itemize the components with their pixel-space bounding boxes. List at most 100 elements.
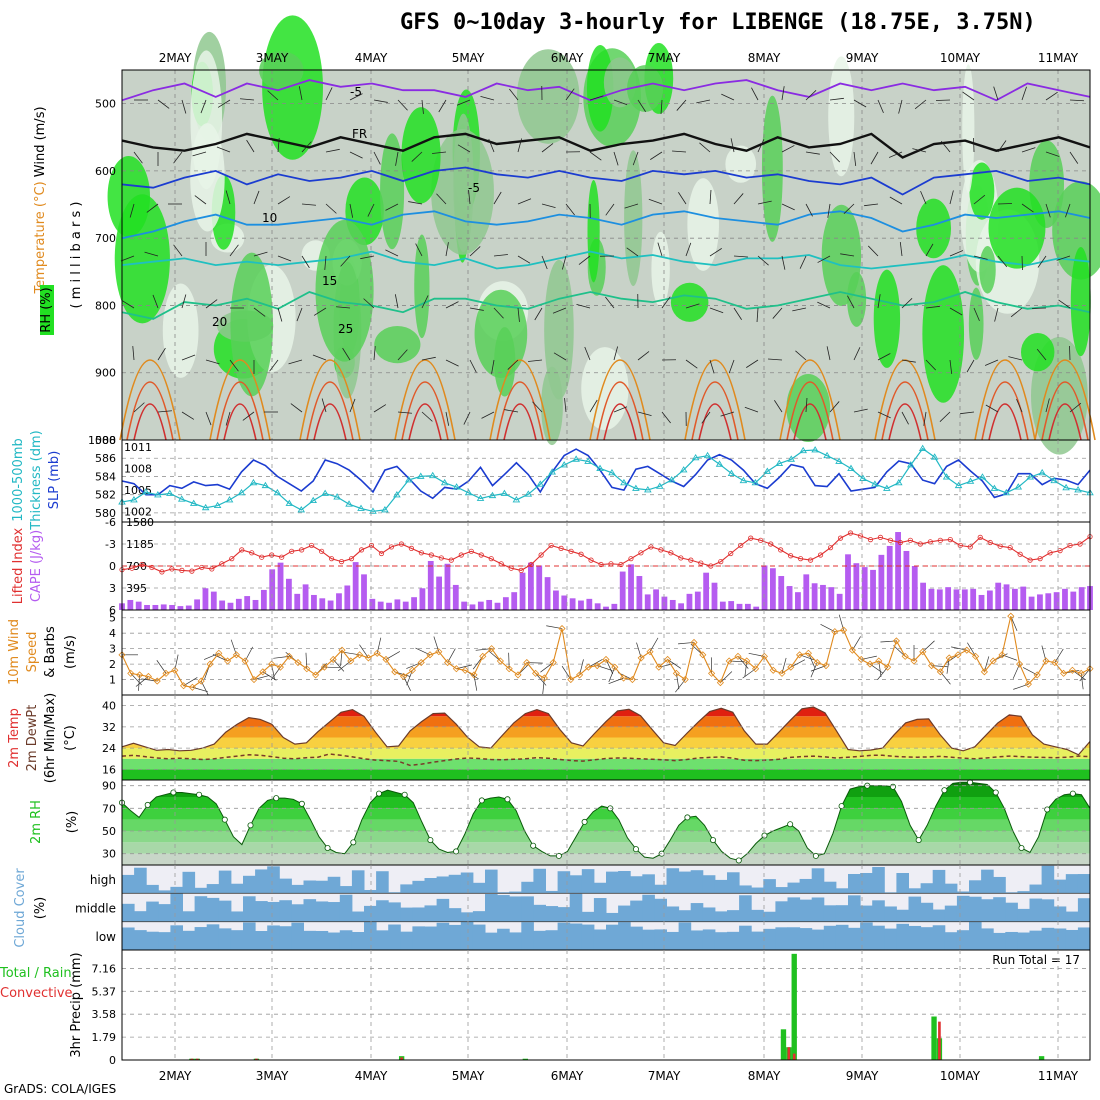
cloud-cell xyxy=(448,908,462,922)
wind-barb xyxy=(949,250,964,257)
li-marker xyxy=(937,537,943,543)
wind10m-barb xyxy=(790,659,806,668)
cape-bar xyxy=(511,592,518,610)
cape-bar xyxy=(569,598,576,610)
wind10m-marker xyxy=(285,652,293,660)
wind-barb xyxy=(584,346,591,361)
cloud-cell xyxy=(872,867,885,894)
rh-marker xyxy=(915,837,922,844)
cloud-cell xyxy=(932,869,946,894)
dewpt-line xyxy=(121,753,1091,767)
rh-patch xyxy=(873,269,901,368)
cloud-cell xyxy=(569,893,583,922)
slp-marker xyxy=(644,486,652,493)
rh-marker xyxy=(401,791,408,798)
upper-y-tick: 800 xyxy=(95,299,116,312)
wind10m-marker xyxy=(356,651,364,659)
li-marker xyxy=(817,552,824,558)
rh-patch xyxy=(916,198,952,259)
cape-bar xyxy=(770,568,776,610)
cloud-cell xyxy=(1017,932,1030,950)
wind-barb xyxy=(637,411,652,417)
cloud-cell xyxy=(206,924,220,950)
wind10m-barb xyxy=(675,679,686,693)
rh-patch xyxy=(1052,181,1100,280)
wind-barb xyxy=(157,410,172,413)
wind10m-marker xyxy=(760,652,768,660)
cloud-cell xyxy=(1077,927,1091,950)
cape-bar xyxy=(661,596,668,610)
wind-barb xyxy=(349,151,363,159)
wind-barb xyxy=(853,151,857,166)
cape-label: CAPE (J/kg) xyxy=(29,530,44,602)
li-marker xyxy=(738,542,744,549)
rh-patch xyxy=(922,265,965,403)
wind-barb xyxy=(565,203,575,216)
wind-barb xyxy=(421,411,433,422)
slp-marker xyxy=(297,506,306,513)
wind-barb xyxy=(877,411,891,419)
wind10m-marker xyxy=(400,672,408,681)
cloud-cell xyxy=(642,874,655,894)
cloud-cell xyxy=(811,897,825,922)
cloud-cell xyxy=(545,890,559,894)
wind-barb xyxy=(517,307,520,322)
wind10m-barb xyxy=(852,636,861,651)
rh-marker xyxy=(812,852,819,859)
wind-barb xyxy=(421,295,429,309)
wind10m-marker xyxy=(646,648,654,656)
wind-barb xyxy=(994,307,999,322)
cape-bar xyxy=(961,589,968,610)
cloud-cell xyxy=(545,906,559,922)
wind-barb xyxy=(626,247,639,257)
warm-contour xyxy=(888,403,922,441)
wind-barb xyxy=(589,399,598,413)
rh-marker xyxy=(941,787,948,794)
cloud-cell xyxy=(279,926,292,950)
cloud-cell xyxy=(557,907,571,922)
day-label-top: 4MAY xyxy=(355,51,388,65)
slp-marker xyxy=(859,474,867,481)
precip-bar xyxy=(931,1016,937,1060)
cloud-cell xyxy=(739,925,752,950)
wind-barb xyxy=(805,398,808,413)
li-marker xyxy=(1047,550,1053,556)
wind-barb xyxy=(528,359,543,362)
wind-barb xyxy=(133,402,145,413)
wind10m-marker xyxy=(329,655,337,664)
wind-barb xyxy=(805,151,820,155)
cape-bar xyxy=(694,591,701,610)
temp-band xyxy=(122,707,1090,717)
day-label-top: 2MAY xyxy=(159,51,192,65)
wind-barb xyxy=(1069,151,1079,164)
wind-barb xyxy=(394,294,399,309)
wind10m-barb xyxy=(944,654,959,665)
li-marker xyxy=(338,558,345,565)
warm-contour xyxy=(691,381,739,441)
wind-barb xyxy=(853,99,867,108)
rh-patch xyxy=(624,150,643,287)
wind-barb xyxy=(493,191,502,205)
rh-patch xyxy=(587,179,600,283)
wind10m-marker xyxy=(461,666,469,674)
wind-barb xyxy=(445,242,449,257)
cloud-cell xyxy=(1017,908,1030,922)
cape-bar xyxy=(494,602,501,610)
precip-bar xyxy=(1038,1056,1045,1060)
slp-marker xyxy=(787,455,796,462)
li-marker xyxy=(279,554,285,560)
rh-marker xyxy=(889,783,896,790)
slp-marker xyxy=(620,478,628,486)
cape-bar xyxy=(561,595,568,610)
li-marker xyxy=(578,551,584,557)
rh-band xyxy=(122,831,1090,843)
slp-marker xyxy=(918,444,927,452)
day-label-bottom: 3MAY xyxy=(256,1069,289,1083)
cape-tick: 1185 xyxy=(126,538,154,551)
li-marker xyxy=(508,565,514,571)
wind-barb xyxy=(267,90,279,101)
rh-patch xyxy=(979,246,996,294)
li-marker xyxy=(887,537,894,543)
cloud-cell xyxy=(230,930,244,950)
wind10m-barb xyxy=(561,665,572,680)
